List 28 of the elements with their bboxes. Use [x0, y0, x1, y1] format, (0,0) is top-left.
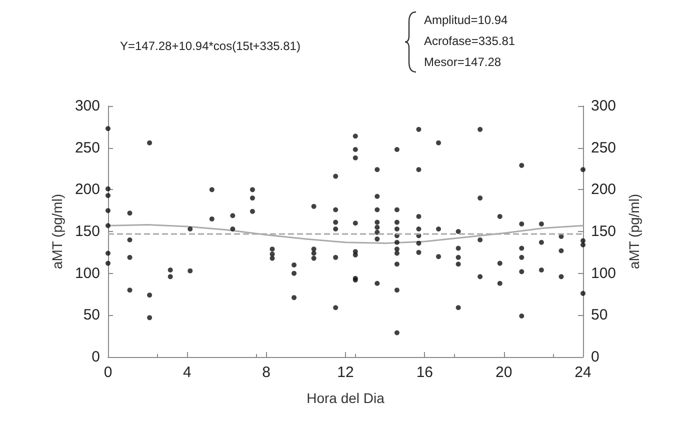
y-tick-label: 200 [74, 181, 100, 198]
y-tick-label: 250 [74, 139, 100, 156]
x-tick-label: 20 [495, 364, 512, 381]
text: Y=147.28+10.94*cos(15t+335.81) [120, 39, 300, 53]
y-axis-title: aMT (pg/ml) [49, 194, 66, 270]
y-tick-label: 50 [83, 306, 100, 324]
y2-tick-label: 50 [591, 306, 608, 324]
y-tick-label: 0 [92, 348, 100, 366]
x-axis-title: Hora del Dia [306, 390, 385, 406]
y-tick-label: 150 [74, 223, 100, 240]
text: Amplitud=10.94 [424, 13, 508, 27]
x-tick-label: 16 [416, 364, 434, 381]
y2-tick-label: 200 [591, 181, 616, 198]
x-tick-label: 4 [182, 364, 192, 381]
y-tick-label: 300 [74, 98, 100, 114]
x-tick-label: 12 [337, 364, 354, 381]
text: Mesor=147.28 [424, 55, 502, 69]
x-tick-label: 24 [574, 364, 592, 381]
y2-axis-title: aMT (pg/ml) [626, 194, 642, 270]
x-tick-label: 8 [262, 364, 271, 381]
y-tick-label: 100 [74, 264, 100, 282]
y2-tick-label: 0 [591, 348, 600, 366]
y2-tick-label: 100 [591, 264, 616, 282]
x-tick-label: 0 [104, 364, 112, 381]
y2-tick-label: 250 [591, 139, 616, 156]
y2-tick-label: 300 [591, 98, 616, 114]
y2-tick-label: 150 [591, 223, 616, 240]
text: Acrofase=335.81 [424, 34, 516, 48]
